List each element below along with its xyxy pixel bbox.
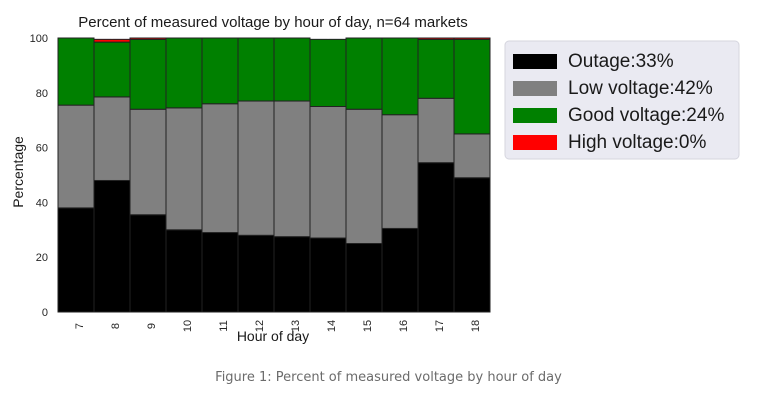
bar-segment	[165, 107, 203, 231]
bar-segment	[93, 38, 131, 43]
x-tick-label: 18	[470, 320, 482, 332]
bar-segment	[345, 243, 383, 313]
x-tick-label: 8	[110, 323, 122, 329]
bar-segment	[273, 100, 311, 238]
bar-segment	[237, 37, 275, 102]
bar-segment	[93, 179, 131, 313]
x-tick-label: 9	[146, 323, 158, 329]
bar-segment	[345, 37, 383, 110]
bar-segment	[129, 37, 167, 40]
bar-segment	[165, 229, 203, 313]
legend-label: Low voltage:42%	[568, 78, 713, 99]
x-tick-label: 17	[434, 320, 446, 332]
bar-segment	[129, 108, 167, 216]
x-tick-label: 10	[182, 320, 194, 332]
bar-segment	[201, 37, 239, 105]
bar-segment	[381, 227, 419, 313]
x-axis-label: Hour of day	[237, 328, 309, 344]
bar-segment	[309, 38, 347, 107]
bar-segment	[273, 236, 311, 313]
bar-segment	[57, 37, 95, 106]
y-axis-label: Percentage	[10, 136, 26, 208]
bar-segment	[309, 237, 347, 313]
legend-swatch	[513, 81, 557, 96]
y-tick-label: 80	[36, 88, 48, 100]
bar-segment	[381, 37, 419, 116]
legend-label: High voltage:0%	[568, 132, 706, 153]
legend-label: Outage:33%	[568, 51, 674, 72]
y-tick-label: 0	[42, 307, 48, 319]
x-tick-label: 13	[290, 320, 302, 332]
legend-swatch	[513, 54, 557, 69]
x-tick-label: 7	[74, 323, 86, 329]
chart-title: Percent of measured voltage by hour of d…	[78, 14, 468, 31]
stacked-bar-chart: Percent of measured voltage by hour of d…	[10, 14, 740, 344]
x-tick-label: 14	[326, 320, 338, 332]
bar-segment	[237, 100, 275, 236]
bar-segment	[129, 38, 167, 110]
bar-segment	[165, 37, 203, 109]
x-tick-label: 15	[362, 320, 374, 332]
legend-label: Good voltage:24%	[568, 105, 724, 126]
bar-segment	[381, 114, 419, 229]
bar-segment	[309, 106, 347, 239]
legend-frame	[504, 40, 740, 160]
legend-swatch	[513, 108, 557, 123]
y-tick-label: 100	[30, 33, 48, 45]
bar-segment	[453, 37, 491, 40]
figure-caption: Figure 1: Percent of measured voltage by…	[215, 370, 562, 385]
x-tick-label: 16	[398, 320, 410, 332]
bar-segment	[129, 214, 167, 313]
bar-segment	[453, 177, 491, 313]
bar-segment	[93, 96, 131, 181]
bar-segment	[273, 37, 311, 102]
y-tick-label: 60	[36, 143, 48, 155]
x-tick-label: 12	[254, 320, 266, 332]
legend-swatch	[513, 135, 557, 150]
bar-segment	[201, 103, 239, 234]
bar-segment	[237, 234, 275, 313]
y-tick-label: 20	[36, 252, 48, 264]
bar-segment	[417, 162, 455, 313]
bar-segment	[453, 133, 491, 179]
bar-segment	[417, 37, 455, 40]
bar-segment	[93, 41, 131, 98]
x-tick-label: 11	[218, 320, 230, 331]
bar-segment	[57, 104, 95, 209]
legend: Outage:33% Low voltage:42% Good voltage:24…	[504, 40, 740, 160]
bar-segment	[345, 108, 383, 244]
bar-segment	[417, 97, 455, 164]
bar-segment	[417, 38, 455, 99]
bar-segment	[453, 38, 491, 135]
y-tick-label: 40	[36, 197, 48, 209]
bar-segment	[57, 207, 95, 313]
bar-segment	[201, 232, 239, 313]
